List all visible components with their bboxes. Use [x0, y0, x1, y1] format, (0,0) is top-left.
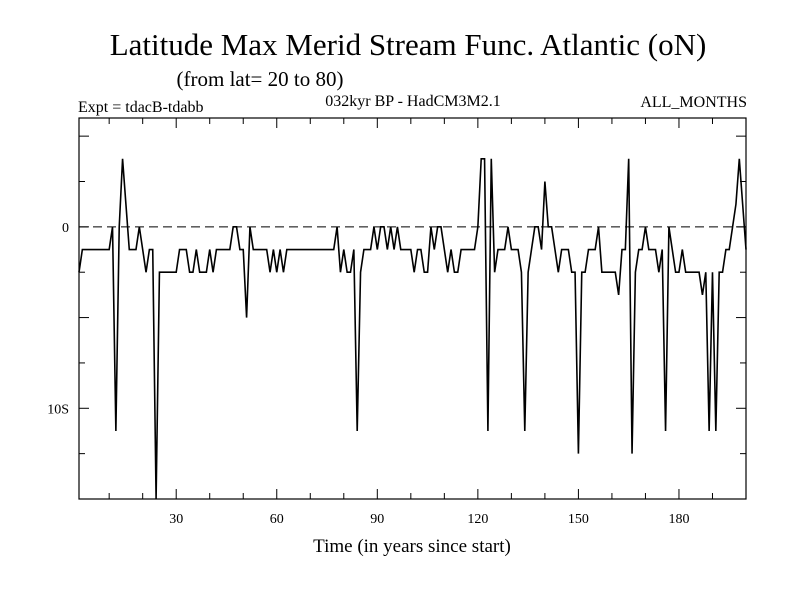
- model-label: 032kyr BP - HadCM3M2.1: [325, 93, 500, 110]
- x-axis-label: Time (in years since start): [313, 536, 511, 557]
- x-tick-label: 30: [169, 512, 183, 527]
- period-label: ALL_MONTHS: [640, 94, 747, 111]
- x-tick-label: 120: [467, 512, 488, 527]
- plot-frame: [78, 117, 747, 500]
- y-tick-label: 0: [62, 221, 69, 236]
- x-tick-label: 180: [668, 512, 689, 527]
- y-tick-label: 10S: [47, 402, 69, 417]
- axis-tick-labels: 30 60 90 120 150 180 0 10S: [47, 221, 689, 527]
- x-tick-label: 90: [370, 512, 384, 527]
- series-line: [78, 158, 747, 500]
- x-tick-label: 60: [270, 512, 284, 527]
- x-tick-label: 150: [568, 512, 589, 527]
- chart-subtitle: (from lat= 20 to 80): [177, 67, 344, 91]
- experiment-label: Expt = tdacB-tdabb: [78, 99, 203, 116]
- axis-ticks: [79, 118, 747, 500]
- chart-title: Latitude Max Merid Stream Func. Atlantic…: [110, 27, 707, 62]
